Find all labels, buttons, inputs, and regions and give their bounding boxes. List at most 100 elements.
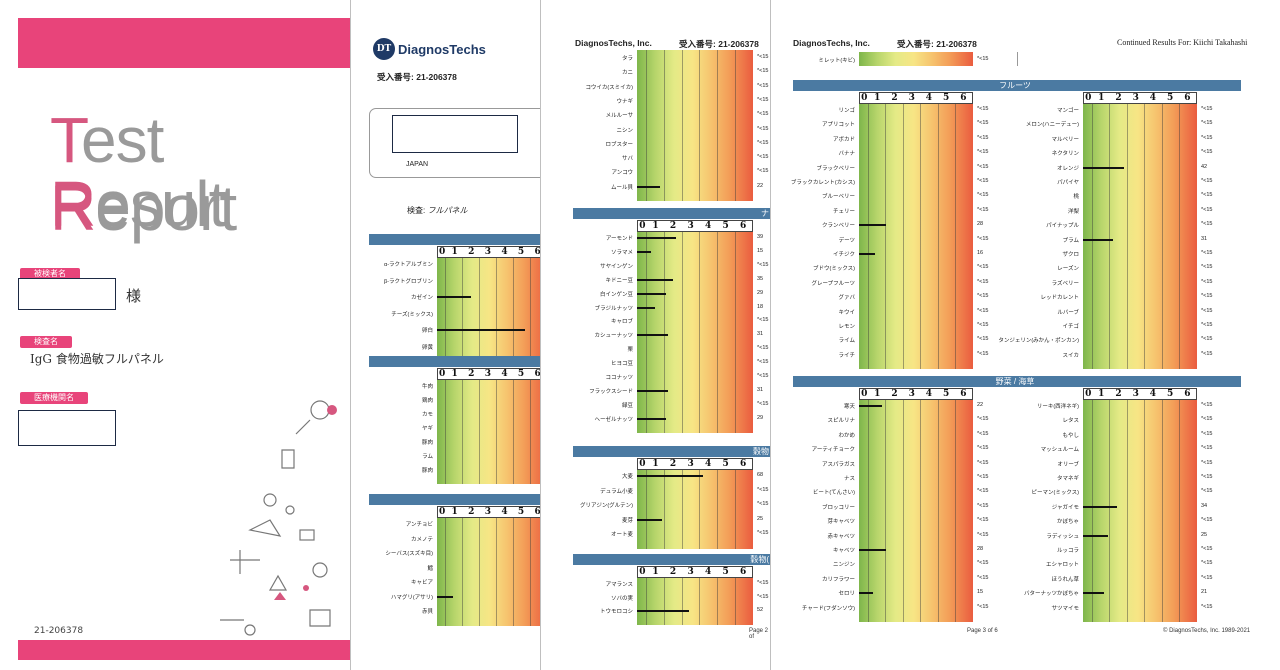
food-value: *<15 [977,560,989,567]
food-value: *<15 [977,163,989,170]
gridline [664,232,665,433]
food-label: シーバス(スズキ目) [385,551,433,557]
scale-tick-2: 2 [468,247,475,257]
food-value: 21 [1201,589,1208,596]
gridline [699,50,700,201]
food-label: タンジェリン(みかん・ポンカン) [998,338,1079,345]
food-value: *<15 [977,149,989,156]
scale-tick-6: 6 [740,221,747,231]
food-value: *<15 [1201,264,1213,271]
food-label: ブラックベリー [816,165,855,172]
gridline [682,470,683,549]
food-value: *<15 [1201,560,1213,567]
food-label: リーキ(西洋ネギ) [1036,404,1079,410]
food-label: アンチョビ [405,522,433,528]
continued-results: Continued Results For: Kiichi Takahashi [1117,38,1248,47]
scale-tick-3: 3 [908,93,915,103]
clinic-label: 医療機関名 [20,392,88,404]
food-value: *<15 [1201,120,1213,127]
food-value: *<15 [1201,221,1213,228]
food-value: 29 [757,414,764,421]
food-label: キャビア [410,580,433,586]
food-value: *<15 [757,593,769,600]
food-value: 29 [757,289,764,296]
food-value: 39 [757,234,764,240]
gridline [646,470,647,549]
scale-tick-5: 5 [722,221,729,231]
food-label: 鶏肉 [421,398,433,404]
gridline [717,470,718,549]
gridline [735,578,736,625]
food-label: イチゴ [1062,324,1079,330]
address-redaction [392,115,518,153]
food-value: *<15 [1201,517,1213,524]
category-header: 穀物( [573,554,771,565]
country-text: JAPAN [406,161,429,168]
food-label: サツマイモ [1051,605,1079,612]
food-value: *<15 [977,134,989,141]
food-label: サバ [621,156,633,163]
result-bar [1083,592,1104,595]
gridline [664,470,665,549]
food-label: レモン [838,324,855,330]
scale-tick-6: 6 [534,247,541,257]
food-label: スピルリナ [827,418,855,425]
food-value: *<15 [1201,106,1213,112]
scale-tick-1: 1 [451,369,458,379]
scale-tick-2: 2 [669,567,677,577]
food-label: バナナ [838,151,855,158]
result-bar [1083,166,1124,169]
food-label: 桃 [1073,194,1079,201]
result-bar [637,334,668,337]
gridline [682,232,683,433]
food-label: ニンジン [832,562,855,569]
food-label: 栗 [627,347,633,354]
scale-tick-5: 5 [1167,389,1174,399]
copyright: © DiagnosTechs, Inc. 1989-2021 [1163,628,1251,634]
food-value: *<15 [977,264,989,271]
food-label: レッドカレント [1040,295,1079,302]
food-label: 鱈 [427,565,433,572]
gridline [955,104,956,370]
gradient-band [637,50,753,201]
gridline [885,400,886,622]
scale-tick-4: 4 [704,459,712,469]
company-name: DiagnosTechs, Inc. [793,38,870,48]
food-value: *<15 [1201,322,1213,328]
gradient-band [437,258,541,363]
scale-tick-2: 2 [1115,93,1122,103]
food-label: ジャガイモ [1051,504,1079,511]
scale-tick-0: 0 [861,93,868,103]
science-doodles-decoration [220,400,337,636]
food-value: *<15 [977,278,989,285]
result-bar [637,292,666,295]
food-value: *<15 [977,430,989,437]
food-label: クランベリー [821,223,855,230]
gradient-band [637,470,753,549]
food-label: アマランス [605,582,633,588]
gridline [462,380,463,484]
result-bar [637,389,668,392]
gradient-band [859,400,973,622]
gridline [445,518,446,626]
gridline [664,578,665,625]
food-label: サヤインゲン [600,263,633,270]
food-label: かぼちゃ [1056,519,1079,526]
food-value: *<15 [1201,459,1213,466]
food-value: *<15 [757,486,769,493]
gridline [462,518,463,626]
food-value: *<15 [977,474,989,480]
gridline [496,258,497,363]
result-bar [859,405,882,407]
scale-tick-6: 6 [740,567,747,577]
scale-tick-0: 0 [861,389,868,399]
food-label: チーズ(ミックス) [391,311,433,318]
scale-tick-5: 5 [943,389,950,399]
food-value: *<15 [977,307,989,314]
food-value: 35 [757,275,764,282]
food-label: ナス [843,476,855,482]
food-label: ヤギ [421,426,433,432]
category-header: 野菜 / 海草 [793,376,1241,387]
